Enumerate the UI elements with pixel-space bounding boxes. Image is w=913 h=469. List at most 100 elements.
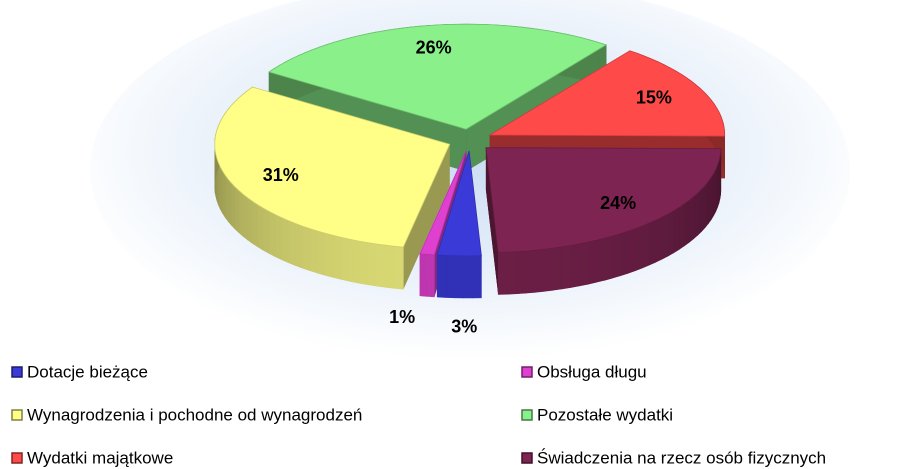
slice-side xyxy=(543,247,554,292)
slice-side xyxy=(238,189,244,238)
slice-side xyxy=(604,235,613,281)
slice-side xyxy=(436,254,447,298)
slice-side xyxy=(333,235,343,280)
slice-side xyxy=(641,222,650,269)
slice-side xyxy=(648,219,656,266)
slice-side xyxy=(627,228,636,274)
slice-side xyxy=(587,239,597,285)
slice-side xyxy=(430,254,435,298)
slice-side xyxy=(579,241,589,287)
slice-side xyxy=(667,210,674,257)
slice-side xyxy=(688,196,694,244)
legend-label: Świadczenia na rzecz osób fizycznych xyxy=(537,448,826,467)
slice-side xyxy=(661,213,669,260)
slice-side xyxy=(257,204,264,251)
slice-side xyxy=(704,180,709,229)
data-label: 24% xyxy=(600,193,636,213)
legend-swatch xyxy=(11,452,23,464)
legend-swatch xyxy=(521,409,533,421)
legend-swatch xyxy=(11,366,23,378)
slice-side xyxy=(710,172,715,221)
slice-side xyxy=(325,233,334,278)
legend-swatch xyxy=(521,366,533,378)
slice-side xyxy=(552,246,563,291)
slice-side xyxy=(634,225,643,272)
data-label: 1% xyxy=(389,307,415,327)
slice-side xyxy=(384,244,395,289)
legend-label: Wynagrodzenia i pochodne od wynagrodzeń xyxy=(27,405,362,424)
slice-side xyxy=(309,228,319,274)
slice-top xyxy=(436,150,482,257)
slice-side xyxy=(349,239,360,284)
slice-side xyxy=(341,237,351,282)
slice-side xyxy=(220,166,223,214)
slice-side xyxy=(393,245,404,290)
slice-side xyxy=(224,174,229,223)
slice-side xyxy=(713,169,717,216)
slice-side xyxy=(516,250,527,295)
slice-top xyxy=(488,50,726,137)
data-label: 26% xyxy=(416,37,452,57)
slice-side xyxy=(570,243,580,288)
slice-side xyxy=(595,237,605,283)
slice-side xyxy=(472,255,482,299)
slice-side xyxy=(242,193,249,241)
slice-side xyxy=(445,255,456,299)
slice-side xyxy=(561,245,572,290)
legend-label: Pozostałe wydatki xyxy=(537,405,673,424)
slice-side xyxy=(678,203,685,250)
slice-side xyxy=(426,254,432,297)
legend: Dotacje bieżące Obsługa długu Wynagrodzeni… xyxy=(11,362,826,467)
slice-side xyxy=(295,223,304,269)
slice-side xyxy=(367,242,377,287)
slice-side xyxy=(222,170,226,219)
slice-side xyxy=(463,255,473,299)
slice-side xyxy=(281,217,289,264)
slice-side xyxy=(683,199,690,247)
data-label: 3% xyxy=(451,317,477,337)
slice-side xyxy=(252,200,259,248)
pie xyxy=(214,23,726,299)
slice-top xyxy=(485,147,722,253)
slice-side xyxy=(234,186,240,234)
slice-side xyxy=(454,255,465,299)
slice-side xyxy=(611,233,621,279)
pie-slice xyxy=(436,150,482,299)
pie-slice xyxy=(214,86,451,290)
slice-side xyxy=(701,184,706,232)
slice-side xyxy=(375,243,386,288)
slice-side xyxy=(288,220,296,266)
data-label: 31% xyxy=(263,165,299,185)
slice-side xyxy=(275,214,283,261)
legend-swatch xyxy=(11,409,23,421)
slice-side xyxy=(708,176,712,225)
legend-swatch xyxy=(521,452,533,464)
slice-side xyxy=(534,248,545,293)
slice-side xyxy=(423,253,428,297)
slice-side xyxy=(227,178,232,226)
slice-side xyxy=(247,197,253,245)
slice-side xyxy=(525,249,536,294)
slice-top xyxy=(419,150,467,256)
slice-side xyxy=(507,251,518,295)
slice-top xyxy=(214,86,451,248)
pie-slice xyxy=(485,147,722,295)
slice-side xyxy=(619,230,628,277)
slice-wall xyxy=(485,147,499,295)
slice-side xyxy=(697,188,703,236)
legend-label: Wydatki majątkowe xyxy=(27,448,173,467)
slice-side xyxy=(358,240,368,285)
slice-side xyxy=(269,211,276,258)
data-label: 15% xyxy=(636,87,672,107)
slice-side xyxy=(317,230,326,276)
slice-side xyxy=(302,225,311,272)
slice-side xyxy=(673,206,680,254)
slice-side xyxy=(693,192,699,240)
slice-side xyxy=(231,182,236,230)
legend-label: Obsługa długu xyxy=(537,362,647,381)
legend-label: Dotacje bieżące xyxy=(27,362,148,381)
slice-side xyxy=(655,216,663,263)
slice-side xyxy=(497,251,508,295)
slice-side xyxy=(263,207,270,255)
